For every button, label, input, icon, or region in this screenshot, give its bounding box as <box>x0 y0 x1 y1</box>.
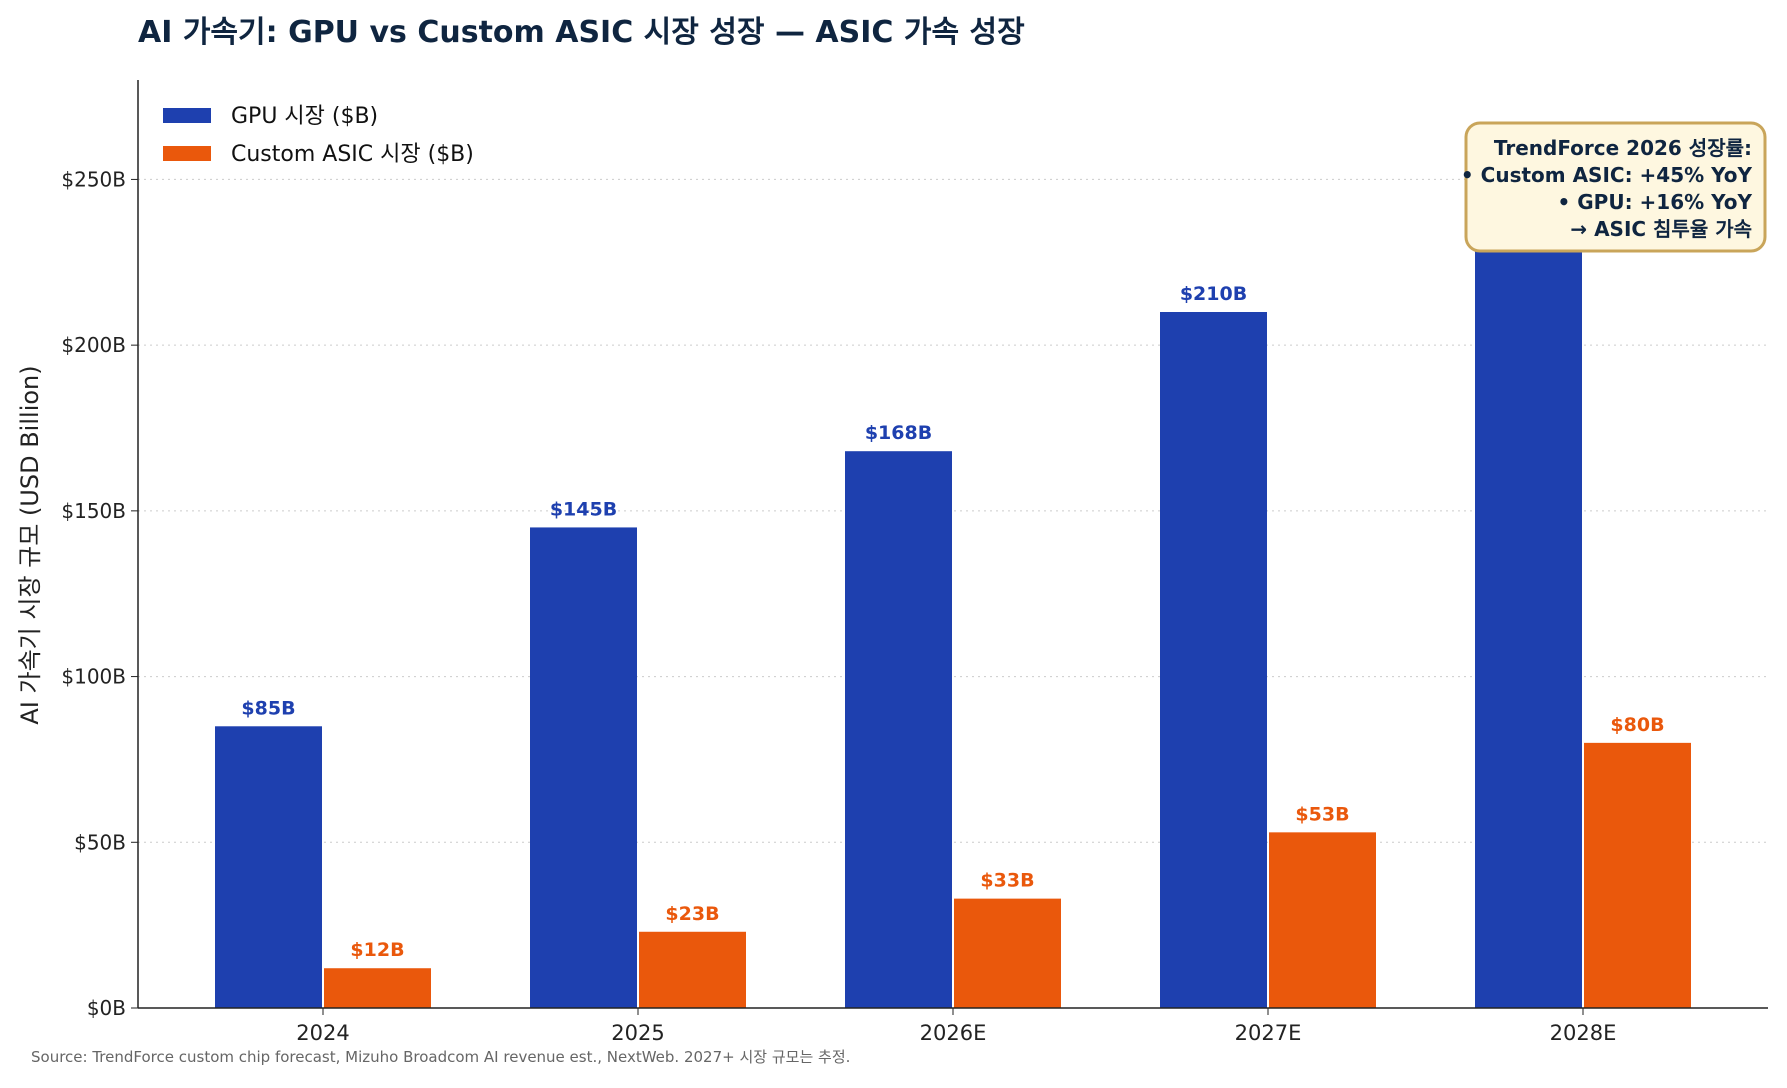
legend: GPU 시장 ($B) Custom ASIC 시장 ($B) <box>163 104 474 167</box>
legend-label-gpu: GPU 시장 ($B) <box>231 104 378 129</box>
data-label: $85B <box>241 697 295 719</box>
asic-bar <box>324 968 431 1008</box>
annotation-line: • GPU: +16% YoY <box>1558 190 1753 214</box>
annotation-box: TrendForce 2026 성장률: • Custom ASIC: +45%… <box>1461 121 1767 253</box>
gpu-bar <box>530 527 637 1008</box>
data-label: $210B <box>1180 283 1247 305</box>
gpu-bar <box>1160 312 1267 1008</box>
annotation-line: TrendForce 2026 성장률: <box>1494 136 1752 160</box>
data-label: $80B <box>1610 714 1664 736</box>
x-tick-label: 2024 <box>296 1021 349 1045</box>
y-tick-label: $150B <box>61 499 126 523</box>
legend-swatch-asic <box>163 146 211 161</box>
gpu-bar <box>215 726 322 1008</box>
y-tick-label: $250B <box>61 167 126 191</box>
y-tick-label: $100B <box>61 665 126 689</box>
data-label: $33B <box>980 870 1034 892</box>
asic-bar <box>1269 832 1376 1008</box>
annotation-line: → ASIC 침투율 가속 <box>1570 217 1752 241</box>
x-tick-label: 2028E <box>1550 1021 1617 1045</box>
y-axis-label: AI 가속기 시장 규모 (USD Billion) <box>16 365 44 724</box>
x-tick-label: 2025 <box>611 1021 664 1045</box>
legend-swatch-gpu <box>163 108 211 123</box>
gpu-bar <box>845 451 952 1008</box>
asic-bar <box>639 931 746 1008</box>
source-note: Source: TrendForce custom chip forecast,… <box>31 1048 850 1066</box>
y-tick-label: $50B <box>74 830 126 854</box>
data-label: $53B <box>1295 803 1349 825</box>
legend-label-asic: Custom ASIC 시장 ($B) <box>231 142 474 167</box>
data-label: $23B <box>665 903 719 925</box>
y-tick-label: $200B <box>61 333 126 357</box>
gpu-bar <box>1475 179 1582 1008</box>
data-label: $168B <box>865 422 932 444</box>
data-label: $145B <box>550 498 617 520</box>
x-tick-label: 2026E <box>920 1021 987 1045</box>
asic-bar <box>1584 742 1691 1008</box>
asic-bar <box>954 898 1061 1008</box>
annotation-line: • Custom ASIC: +45% YoY <box>1461 163 1753 187</box>
data-label: $12B <box>350 939 404 961</box>
y-tick-label: $0B <box>87 996 126 1020</box>
chart-title: AI 가속기: GPU vs Custom ASIC 시장 성장 — ASIC … <box>138 15 1025 50</box>
x-tick-label: 2027E <box>1235 1021 1302 1045</box>
